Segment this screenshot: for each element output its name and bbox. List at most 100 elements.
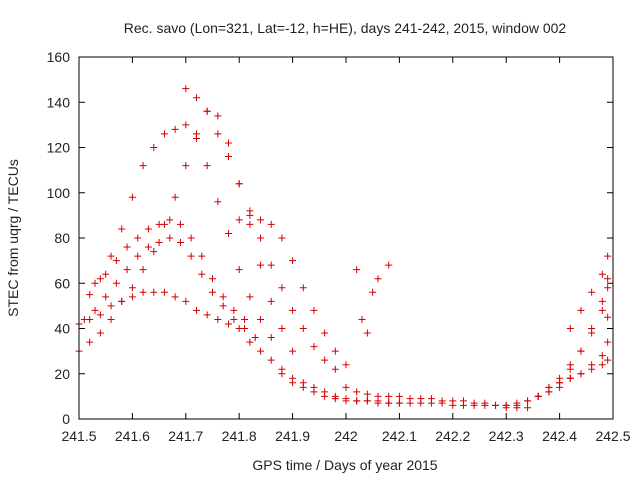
data-point: [203, 107, 211, 115]
data-point: [385, 261, 393, 269]
data-point: [267, 297, 275, 305]
data-point: [219, 293, 227, 301]
data-point: [128, 293, 136, 301]
data-point: [198, 252, 206, 260]
data-point: [588, 329, 596, 337]
data-point: [481, 399, 489, 407]
data-point: [385, 399, 393, 407]
data-point: [604, 284, 612, 292]
data-point: [289, 379, 297, 387]
data-point: [604, 275, 612, 283]
data-point: [96, 311, 104, 319]
data-point: [251, 334, 259, 342]
data-point: [342, 383, 350, 391]
data-point: [171, 293, 179, 301]
data-point: [209, 288, 216, 296]
data-point: [118, 225, 126, 233]
data-point: [598, 306, 606, 314]
data-point: [182, 297, 190, 305]
data-point: [267, 356, 275, 364]
data-point: [267, 334, 275, 342]
data-point: [363, 397, 371, 405]
data-point: [102, 270, 110, 278]
data-point: [331, 347, 339, 355]
data-point: [374, 399, 382, 407]
data-point: [235, 180, 243, 188]
data-point: [182, 121, 190, 129]
data-point: [534, 392, 542, 400]
data-point: [192, 94, 200, 102]
data-point: [604, 356, 612, 364]
data-point: [257, 347, 265, 355]
x-tick-label: 241.7: [168, 428, 203, 444]
data-point: [171, 125, 179, 133]
data-point: [112, 279, 120, 287]
data-point: [182, 162, 190, 170]
data-point: [139, 162, 147, 170]
data-point: [235, 325, 243, 332]
x-tick-label: 242.5: [595, 428, 630, 444]
data-point: [577, 306, 585, 314]
data-point: [310, 306, 318, 314]
data-point: [342, 397, 350, 405]
data-point: [128, 193, 136, 201]
data-point: [230, 306, 238, 314]
data-point: [299, 284, 307, 292]
data-point: [524, 404, 532, 412]
data-point: [171, 193, 179, 201]
data-point: [214, 112, 222, 120]
series-arc-d: [75, 288, 243, 332]
data-point: [374, 275, 382, 283]
data-point: [604, 252, 612, 260]
data-point: [289, 306, 297, 314]
data-point: [134, 252, 142, 260]
series-arc-m: [524, 284, 612, 405]
data-point: [427, 395, 435, 403]
data-point: [406, 395, 414, 403]
data-point: [513, 399, 521, 407]
x-tick-label: 242.4: [542, 428, 577, 444]
x-tick-label: 242.1: [382, 428, 417, 444]
data-point: [192, 134, 200, 142]
x-tick-label: 241.8: [222, 428, 257, 444]
y-tick-label: 80: [54, 230, 70, 246]
x-tick-label: 242: [334, 428, 358, 444]
data-point: [150, 288, 158, 296]
data-point: [112, 257, 120, 265]
data-point: [166, 234, 174, 242]
y-tick-label: 100: [47, 185, 71, 201]
x-tick-label: 241.5: [61, 428, 96, 444]
series-arc-l: [502, 275, 612, 409]
data-point: [96, 329, 104, 337]
chart-title: Rec. savo (Lon=321, Lat=-12, h=HE), days…: [124, 20, 567, 36]
x-tick-label: 242.3: [489, 428, 524, 444]
data-point: [155, 239, 163, 247]
data-point: [86, 315, 94, 323]
data-point: [321, 329, 329, 337]
series-arc-o: [545, 356, 612, 391]
data-point: [176, 239, 184, 247]
data-point: [278, 370, 286, 378]
data-point: [310, 343, 318, 351]
data-point: [374, 392, 382, 400]
x-tick-label: 241.6: [115, 428, 150, 444]
data-point: [123, 266, 131, 274]
data-point: [556, 379, 564, 387]
data-point: [598, 361, 606, 369]
series-arc-c: [80, 234, 259, 342]
series-arc-b: [86, 121, 275, 342]
data-point: [363, 329, 371, 337]
data-point: [278, 284, 286, 292]
data-point: [604, 338, 612, 346]
y-tick-label: 160: [47, 49, 71, 65]
data-point: [134, 234, 142, 242]
data-point: [139, 288, 147, 296]
data-point: [524, 397, 532, 405]
data-point: [139, 266, 147, 274]
data-point: [449, 397, 457, 405]
data-point: [225, 320, 233, 328]
data-point: [91, 279, 99, 287]
data-point: [246, 338, 254, 346]
data-point: [107, 252, 115, 260]
data-point: [358, 315, 366, 323]
